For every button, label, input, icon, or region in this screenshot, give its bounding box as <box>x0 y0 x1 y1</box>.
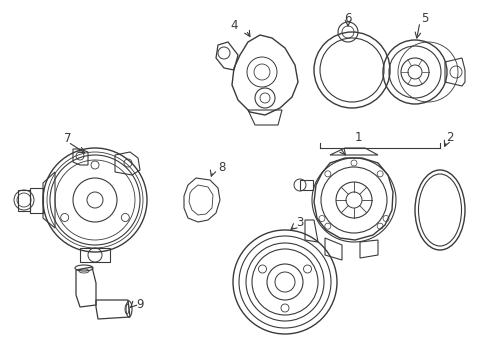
Text: 6: 6 <box>344 12 351 24</box>
Text: 4: 4 <box>230 18 237 32</box>
Text: 8: 8 <box>218 161 225 174</box>
Text: 5: 5 <box>421 12 428 24</box>
Text: 1: 1 <box>353 131 361 144</box>
Text: 9: 9 <box>136 298 143 311</box>
Text: 7: 7 <box>64 131 72 144</box>
Text: 3: 3 <box>296 216 303 229</box>
Text: 2: 2 <box>446 131 453 144</box>
